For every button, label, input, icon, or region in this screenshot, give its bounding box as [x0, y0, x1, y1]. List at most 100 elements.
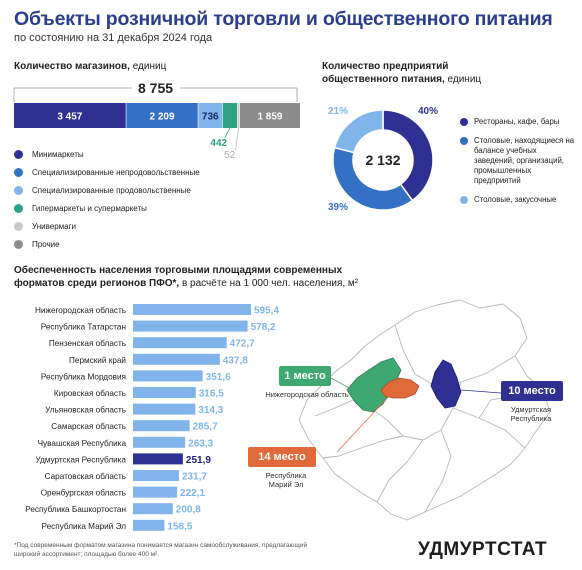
map-border-4 — [376, 439, 424, 503]
stores-legend-item: Гипермаркеты и супермаркеты — [14, 204, 147, 213]
badge-mari-el: 14 место — [248, 447, 316, 467]
bar — [133, 453, 183, 465]
bar-value-label: 316,5 — [199, 389, 224, 400]
catering-donut: 40% 39% 21% 2 132 — [328, 106, 438, 213]
label-mari-el: Республика Марий Эл — [265, 471, 307, 489]
stacked-label: 3 457 — [57, 112, 82, 123]
bar-value-label: 251,9 — [186, 455, 211, 466]
bar-category-label: Республика Марий Эл — [42, 522, 127, 531]
stacked-segment — [126, 103, 198, 128]
map-outline — [298, 299, 551, 521]
legend-dot — [460, 196, 468, 204]
legend-label: Рестораны, кафе, бары — [474, 117, 560, 126]
bar-value-label: 285,7 — [193, 422, 218, 433]
footnote: *Под современным форматом магазина поним… — [14, 542, 308, 558]
legend-dot — [14, 168, 23, 177]
bar — [133, 519, 165, 531]
label-nizhny: Нижегородская область — [265, 390, 349, 399]
legend-dot — [460, 118, 468, 126]
catering-title-line2: общественного питания, — [322, 74, 445, 85]
bar — [133, 320, 248, 332]
bar-value-label: 263,3 — [188, 438, 213, 449]
catering-title: Количество предприятий общественного пит… — [322, 60, 481, 86]
page-title: Объекты розничной торговли и общественно… — [14, 8, 553, 30]
stores-title: Количество магазинов, единиц — [14, 60, 166, 73]
bar-value-label: 158,5 — [167, 521, 192, 532]
stacked-label: 442 — [210, 138, 227, 149]
legend-dot — [14, 240, 23, 249]
stacked-pointer — [235, 127, 239, 151]
bar-category-label: Оренбургская область — [41, 489, 126, 498]
bar-category-label: Чувашская Республика — [38, 439, 127, 448]
bar-value-label: 595,4 — [254, 306, 279, 317]
map-border-3 — [424, 429, 452, 513]
bar — [133, 436, 186, 448]
bar-value-label: 200,8 — [176, 505, 201, 516]
bar-category-label: Пензенская область — [49, 339, 126, 348]
bar-category-label: Республика Мордовия — [41, 372, 126, 381]
stacked-label: 1 859 — [257, 112, 282, 123]
bar — [133, 337, 227, 349]
legend-dot — [14, 204, 23, 213]
bar-category-label: Нижегородская область — [35, 306, 126, 315]
bar — [133, 420, 190, 432]
donut-total: 2 132 — [365, 152, 400, 168]
bar-category-label: Самарская область — [51, 422, 126, 431]
stores-total: 8 755 — [138, 80, 174, 96]
page-subtitle: по состоянию на 31 декабря 2024 года — [14, 32, 213, 44]
bar-value-label: 231,7 — [182, 472, 207, 483]
legend-dot — [14, 186, 23, 195]
stacked-segment — [14, 103, 126, 128]
stacked-label: 736 — [202, 112, 219, 123]
stacked-label: 2 209 — [150, 112, 175, 123]
legend-label: Гипермаркеты и супермаркеты — [32, 204, 147, 213]
provision-bar-chart: Нижегородская область 595,4 Республика Тат… — [25, 304, 279, 532]
donut-label: 21% — [328, 106, 348, 117]
bar-category-label: Удмуртская Республика — [35, 455, 126, 464]
map-border-5 — [322, 439, 386, 459]
donut-slice — [382, 109, 434, 202]
bar — [133, 370, 203, 382]
map-region-mari-el — [380, 377, 420, 399]
bar-category-label: Республика Башкортостан — [25, 505, 126, 514]
bar — [133, 470, 179, 481]
stores-title-text: Количество магазинов, — [14, 61, 130, 72]
provision-unit: в расчёте на 1 000 чел. населения, м² — [181, 278, 359, 289]
map-border-7 — [452, 407, 526, 449]
badge-nizhny: 1 место — [279, 366, 331, 386]
bar — [133, 387, 196, 398]
bar-category-label: Саратовская область — [45, 472, 126, 481]
bar — [133, 403, 196, 415]
catering-legend-item: Столовые, закусочные — [460, 195, 578, 205]
legend-label: Специализированные продовольственные — [32, 186, 191, 195]
legend-dot — [460, 137, 468, 145]
stores-legend-item: Специализированные продовольственные — [14, 186, 191, 195]
legend-label: Специализированные непродовольственные — [32, 168, 200, 177]
legend-dot — [14, 222, 23, 231]
bar — [133, 503, 173, 515]
donut-label: 40% — [418, 106, 438, 117]
legend-label: Универмаги — [32, 222, 77, 231]
stores-legend-item: Специализированные непродовольственные — [14, 168, 200, 177]
stacked-segment — [198, 103, 223, 128]
bar-category-label: Кировская область — [54, 389, 126, 398]
bar-value-label: 472,7 — [230, 339, 255, 350]
provision-title: Обеспеченность населения торговыми площа… — [14, 264, 358, 290]
legend-label: Прочие — [32, 240, 60, 249]
donut-label: 39% — [328, 202, 348, 213]
bar-category-label: Республика Татарстан — [41, 323, 126, 332]
bar — [133, 353, 220, 365]
stacked-segment — [239, 103, 300, 128]
legend-label: Столовые, закусочные — [474, 195, 557, 204]
pfo-map — [298, 299, 551, 521]
bar — [133, 304, 251, 315]
brand-logo: УДМУРТСТАТ — [418, 539, 548, 560]
label-udmurtia: Удмуртская Республика — [510, 405, 552, 423]
badge-udmurtia: 10 место — [501, 381, 563, 401]
bar — [133, 486, 178, 498]
catering-title-line1: Количество предприятий — [322, 61, 449, 72]
bar-category-label: Ульяновская область — [45, 406, 126, 415]
legend-label: Минимаркеты — [32, 150, 84, 159]
catering-unit: единиц — [447, 74, 482, 85]
stacked-label: 52 — [224, 150, 236, 160]
